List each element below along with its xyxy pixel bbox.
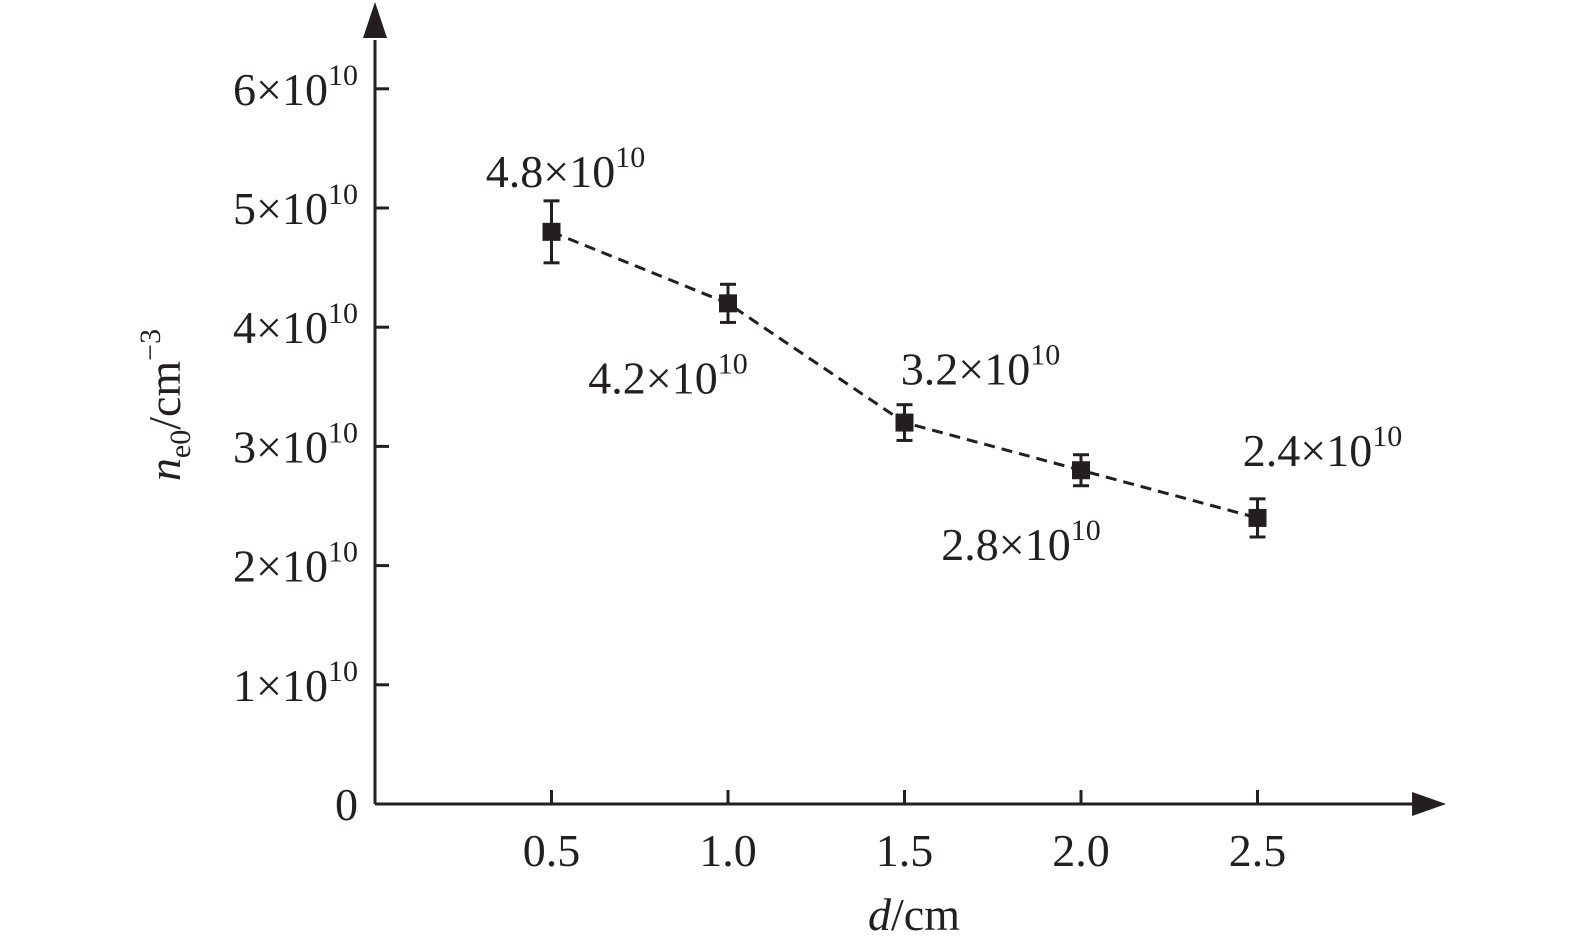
y-tick-label: 6×1010	[233, 59, 358, 115]
data-point	[1072, 461, 1090, 480]
data-point	[1248, 508, 1267, 527]
y-tick-label: 5×1010	[233, 178, 358, 234]
y-tick-label: 2×1010	[233, 536, 358, 592]
x-tick-label: 1.5	[876, 825, 934, 876]
x-tick-label: 1.0	[699, 825, 757, 876]
data-point	[719, 294, 737, 313]
data-label: 3.2×1010	[901, 339, 1060, 395]
x-tick-label: 2.5	[1229, 825, 1287, 876]
data-label: 4.8×1010	[486, 141, 645, 197]
y-tick-label: 0	[335, 779, 358, 830]
data-label: 2.4×1010	[1243, 420, 1402, 476]
y-tick-label: 4×1010	[233, 297, 358, 353]
ticks: 0.5 1.0 1.5 2.0 2.5 0 1×1010 2×1010 3×1010 4×1010…	[233, 59, 1286, 876]
data-label: 2.8×1010	[941, 514, 1100, 570]
x-axis-arrow	[1412, 792, 1447, 816]
data-point	[542, 222, 561, 241]
x-tick-label: 0.5	[523, 825, 581, 876]
x-tick-label: 2.0	[1052, 825, 1110, 876]
data-labels: 4.8×1010 4.2×1010 3.2×1010 2.8×1010 2.4×1010	[486, 141, 1402, 570]
y-axis-arrow	[363, 2, 387, 38]
x-axis-title: d/cm	[868, 889, 960, 940]
y-tick-label: 1×1010	[233, 655, 358, 711]
y-axis-title: ne0/cm−3	[134, 329, 197, 481]
y-tick-label: 3×1010	[233, 416, 358, 472]
data-label: 4.2×1010	[588, 347, 747, 403]
data-series	[542, 199, 1267, 539]
data-point	[895, 413, 914, 432]
